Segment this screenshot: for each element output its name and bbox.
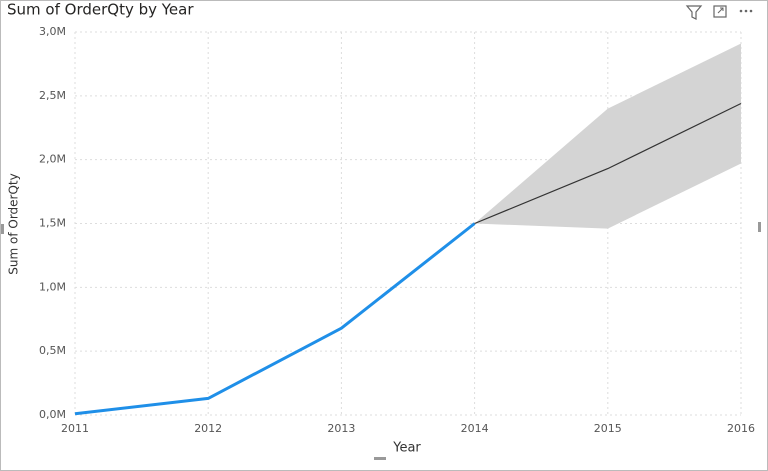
x-tick-label: 2016: [727, 422, 755, 435]
focus-mode-icon[interactable]: [713, 5, 727, 18]
series-line: [74, 222, 476, 416]
y-tick-label: 2,0M: [39, 153, 66, 166]
y-tick-label: 0,5M: [39, 344, 66, 357]
x-tick-label: 2011: [61, 422, 89, 435]
forecast-band: [474, 43, 741, 229]
chart-title: Sum of OrderQty by Year: [7, 1, 194, 19]
series-line: [474, 102, 742, 225]
y-axis-title: Sum of OrderQty: [7, 173, 21, 274]
y-tick-label: 3,0M: [39, 25, 66, 38]
x-tick-label: 2012: [194, 422, 222, 435]
x-tick-label: 2013: [327, 422, 355, 435]
filter-icon[interactable]: [685, 5, 703, 20]
resize-handle[interactable]: [758, 222, 761, 232]
x-tick-label: 2014: [461, 422, 489, 435]
y-tick-label: 2,5M: [39, 89, 66, 102]
x-axis-title: Year: [392, 441, 421, 456]
x-tick-label: 2015: [594, 422, 622, 435]
resize-handle[interactable]: [374, 457, 386, 460]
y-tick-label: 1,0M: [39, 280, 66, 293]
more-options-icon[interactable]: [739, 9, 753, 13]
resize-handle[interactable]: [1, 224, 4, 234]
y-tick-label: 0,0M: [39, 408, 66, 421]
y-tick-label: 1,5M: [39, 217, 66, 230]
